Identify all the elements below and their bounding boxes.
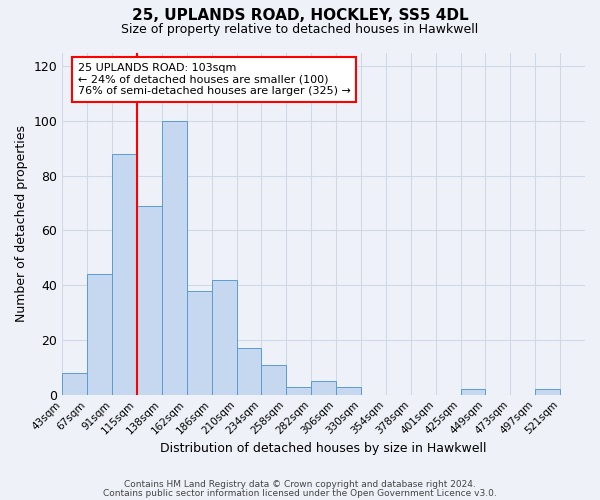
Bar — [461, 389, 485, 394]
Text: 25 UPLANDS ROAD: 103sqm
← 24% of detached houses are smaller (100)
76% of semi-d: 25 UPLANDS ROAD: 103sqm ← 24% of detache… — [78, 63, 351, 96]
Bar — [87, 274, 112, 394]
Bar — [535, 389, 560, 394]
Bar — [62, 373, 87, 394]
Bar — [112, 154, 137, 394]
Bar — [311, 381, 336, 394]
Bar — [236, 348, 262, 395]
Bar — [286, 386, 311, 394]
Bar — [162, 121, 187, 394]
Bar — [137, 206, 162, 394]
Text: Contains HM Land Registry data © Crown copyright and database right 2024.: Contains HM Land Registry data © Crown c… — [124, 480, 476, 489]
Y-axis label: Number of detached properties: Number of detached properties — [15, 125, 28, 322]
Bar — [336, 386, 361, 394]
Bar — [212, 280, 236, 394]
X-axis label: Distribution of detached houses by size in Hawkwell: Distribution of detached houses by size … — [160, 442, 487, 455]
Text: Contains public sector information licensed under the Open Government Licence v3: Contains public sector information licen… — [103, 488, 497, 498]
Text: 25, UPLANDS ROAD, HOCKLEY, SS5 4DL: 25, UPLANDS ROAD, HOCKLEY, SS5 4DL — [131, 8, 469, 22]
Text: Size of property relative to detached houses in Hawkwell: Size of property relative to detached ho… — [121, 22, 479, 36]
Bar — [262, 364, 286, 394]
Bar — [187, 290, 212, 395]
